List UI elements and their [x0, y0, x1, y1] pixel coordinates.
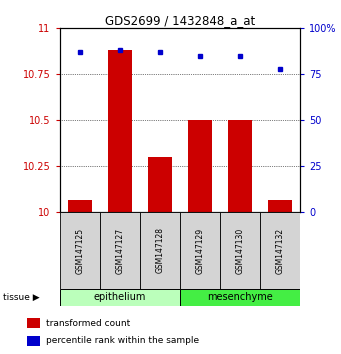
Bar — [228, 120, 252, 212]
Text: mesenchyme: mesenchyme — [207, 292, 273, 302]
Text: GSM147128: GSM147128 — [155, 228, 164, 273]
Bar — [268, 200, 292, 212]
Title: GDS2699 / 1432848_a_at: GDS2699 / 1432848_a_at — [105, 14, 255, 27]
Bar — [148, 157, 172, 212]
Bar — [260, 212, 300, 289]
Text: percentile rank within the sample: percentile rank within the sample — [46, 336, 199, 346]
Text: GSM147127: GSM147127 — [115, 227, 124, 274]
Bar — [100, 212, 140, 289]
Text: GSM147125: GSM147125 — [75, 227, 84, 274]
Bar — [68, 200, 92, 212]
Text: tissue ▶: tissue ▶ — [3, 293, 40, 302]
Bar — [180, 212, 220, 289]
Bar — [188, 120, 212, 212]
Bar — [180, 289, 300, 306]
Bar — [60, 289, 180, 306]
Bar — [60, 212, 100, 289]
Text: transformed count: transformed count — [46, 319, 131, 328]
Bar — [220, 212, 260, 289]
Bar — [27, 318, 40, 328]
Bar — [108, 50, 132, 212]
Bar — [27, 336, 40, 346]
Text: GSM147130: GSM147130 — [236, 227, 244, 274]
Text: epithelium: epithelium — [93, 292, 146, 302]
Text: GSM147132: GSM147132 — [276, 227, 284, 274]
Text: GSM147129: GSM147129 — [195, 227, 204, 274]
Bar — [140, 212, 180, 289]
